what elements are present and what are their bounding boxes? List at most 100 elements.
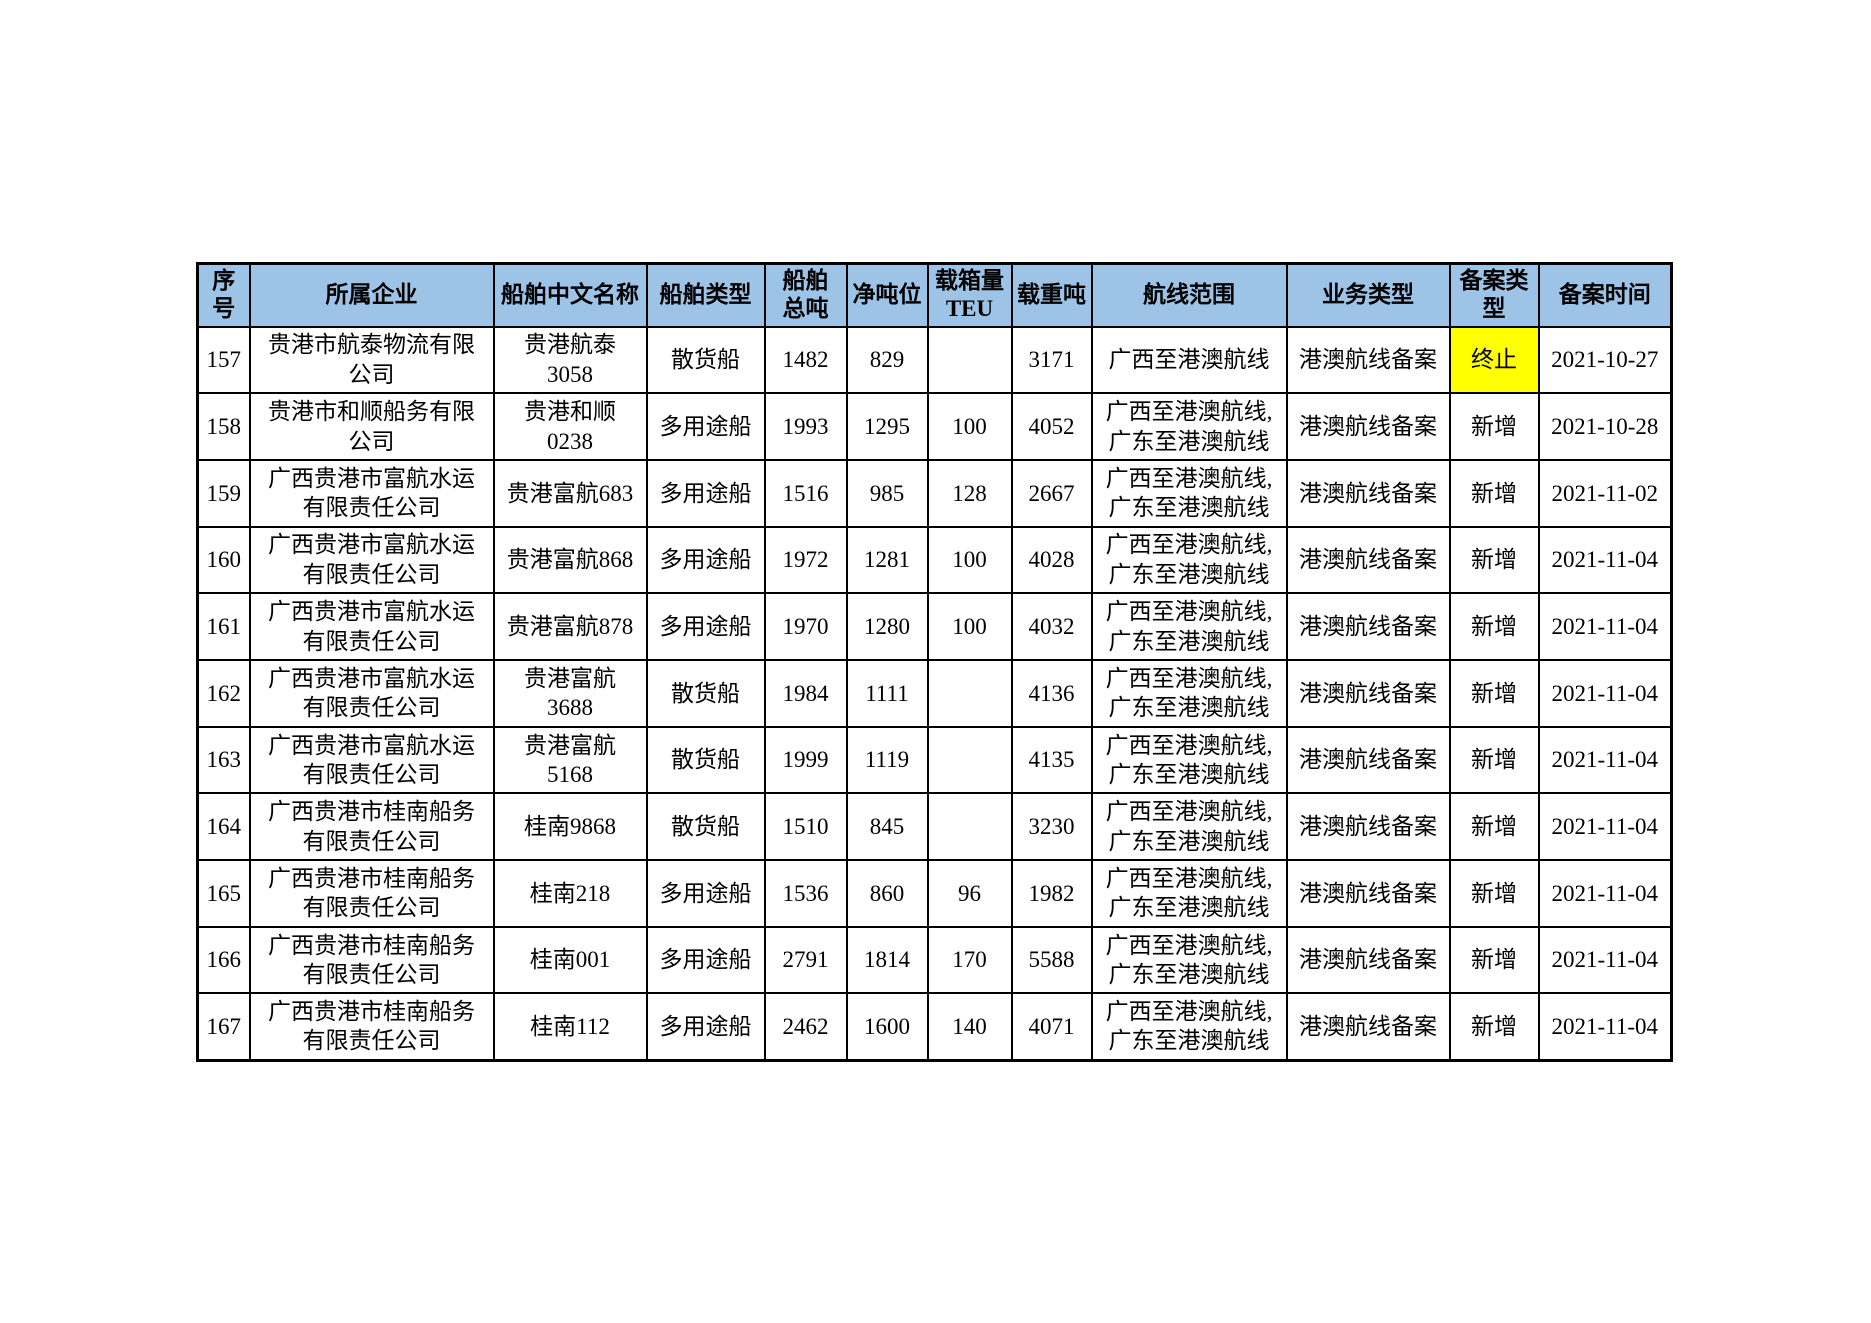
cell-route: 广西至港澳航线, 广东至港澳航线	[1090, 859, 1288, 928]
cell-record_type: 新增	[1448, 592, 1540, 661]
cell-ship_name: 桂南112	[492, 992, 648, 1062]
cell-route: 广西至港澳航线, 广东至港澳航线	[1090, 925, 1288, 995]
cell-net_tonnage: 1814	[845, 925, 929, 995]
cell-teu	[926, 725, 1013, 795]
cell-dwt: 2667	[1010, 458, 1093, 528]
cell-seq: 163	[196, 725, 251, 795]
cell-record_date: 2021-11-04	[1537, 992, 1673, 1062]
cell-ship_type: 散货船	[645, 792, 766, 861]
cell-ship_type: 多用途船	[645, 925, 766, 995]
cell-dwt: 4032	[1010, 592, 1093, 661]
cell-route: 广西至港澳航线	[1090, 325, 1288, 395]
cell-route: 广西至港澳航线, 广东至港澳航线	[1090, 792, 1288, 861]
cell-gross_tonnage: 2791	[763, 925, 848, 995]
cell-company: 广西贵港市桂南船务 有限责任公司	[248, 859, 495, 928]
table-header: 序号 所属企业 船舶中文名称 船舶类型 船舶 总吨 净吨位 载箱量 TEU 载重吨 航线范围 业务…	[196, 262, 1673, 328]
cell-record_date: 2021-11-04	[1537, 525, 1673, 595]
cell-teu: 170	[926, 925, 1013, 995]
cell-route: 广西至港澳航线, 广东至港澳航线	[1090, 525, 1288, 595]
table-row: 167 广西贵港市桂南船务 有限责任公司 桂南112 多用途船 2462 1600 140 4…	[196, 992, 1673, 1062]
cell-company: 广西贵港市富航水运 有限责任公司	[248, 592, 495, 661]
table-row: 163 广西贵港市富航水运 有限责任公司 贵港富航 5168 散货船 1999 1119 4…	[196, 725, 1673, 795]
cell-gross_tonnage: 2462	[763, 992, 848, 1062]
cell-dwt: 3171	[1010, 325, 1093, 395]
column-header-ship_type: 船舶类型	[645, 262, 766, 328]
cell-business_type: 港澳航线备案	[1285, 992, 1451, 1062]
cell-seq: 160	[196, 525, 251, 595]
cell-record_date: 2021-10-27	[1537, 325, 1673, 395]
cell-net_tonnage: 1281	[845, 525, 929, 595]
cell-record_date: 2021-11-04	[1537, 725, 1673, 795]
cell-seq: 165	[196, 859, 251, 928]
cell-record_type: 新增	[1448, 458, 1540, 528]
column-header-record_date: 备案时间	[1537, 262, 1673, 328]
cell-record_date: 2021-11-04	[1537, 658, 1673, 728]
cell-company: 广西贵港市富航水运 有限责任公司	[248, 525, 495, 595]
cell-teu: 100	[926, 592, 1013, 661]
table-body: 157 贵港市航泰物流有限 公司 贵港航泰 3058 散货船 1482 829 3171 广西…	[196, 325, 1673, 1062]
column-header-route: 航线范围	[1090, 262, 1288, 328]
column-header-gross_tonnage: 船舶 总吨	[763, 262, 848, 328]
column-header-ship_name: 船舶中文名称	[492, 262, 648, 328]
cell-dwt: 4052	[1010, 392, 1093, 461]
cell-ship_name: 贵港富航878	[492, 592, 648, 661]
column-header-company: 所属企业	[248, 262, 495, 328]
table-row: 161 广西贵港市富航水运 有限责任公司 贵港富航878 多用途船 1970 1280 10…	[196, 592, 1673, 661]
column-header-business_type: 业务类型	[1285, 262, 1451, 328]
cell-ship_name: 贵港富航 5168	[492, 725, 648, 795]
cell-gross_tonnage: 1482	[763, 325, 848, 395]
cell-record_type: 新增	[1448, 725, 1540, 795]
cell-gross_tonnage: 1972	[763, 525, 848, 595]
cell-record_date: 2021-11-04	[1537, 792, 1673, 861]
cell-record_type: 新增	[1448, 792, 1540, 861]
cell-company: 广西贵港市桂南船务 有限责任公司	[248, 792, 495, 861]
cell-business_type: 港澳航线备案	[1285, 792, 1451, 861]
cell-ship_type: 散货船	[645, 658, 766, 728]
cell-dwt: 1982	[1010, 859, 1093, 928]
cell-seq: 162	[196, 658, 251, 728]
cell-net_tonnage: 845	[845, 792, 929, 861]
cell-company: 贵港市航泰物流有限 公司	[248, 325, 495, 395]
cell-net_tonnage: 1111	[845, 658, 929, 728]
cell-seq: 159	[196, 458, 251, 528]
cell-gross_tonnage: 1510	[763, 792, 848, 861]
cell-ship_name: 贵港富航683	[492, 458, 648, 528]
cell-gross_tonnage: 1970	[763, 592, 848, 661]
cell-seq: 167	[196, 992, 251, 1062]
cell-seq: 157	[196, 325, 251, 395]
cell-business_type: 港澳航线备案	[1285, 925, 1451, 995]
cell-net_tonnage: 1600	[845, 992, 929, 1062]
table-row: 164 广西贵港市桂南船务 有限责任公司 桂南9868 散货船 1510 845 3230 广…	[196, 792, 1673, 861]
cell-route: 广西至港澳航线, 广东至港澳航线	[1090, 658, 1288, 728]
cell-business_type: 港澳航线备案	[1285, 525, 1451, 595]
cell-teu	[926, 792, 1013, 861]
cell-dwt: 4135	[1010, 725, 1093, 795]
cell-business_type: 港澳航线备案	[1285, 458, 1451, 528]
cell-seq: 164	[196, 792, 251, 861]
cell-teu	[926, 325, 1013, 395]
cell-dwt: 4136	[1010, 658, 1093, 728]
cell-seq: 161	[196, 592, 251, 661]
cell-company: 广西贵港市桂南船务 有限责任公司	[248, 925, 495, 995]
table-row: 162 广西贵港市富航水运 有限责任公司 贵港富航 3688 散货船 1984 1111 4…	[196, 658, 1673, 728]
cell-ship_type: 多用途船	[645, 525, 766, 595]
cell-record_type: 新增	[1448, 992, 1540, 1062]
cell-record_date: 2021-11-04	[1537, 925, 1673, 995]
cell-dwt: 4071	[1010, 992, 1093, 1062]
cell-teu	[926, 658, 1013, 728]
cell-gross_tonnage: 1516	[763, 458, 848, 528]
cell-business_type: 港澳航线备案	[1285, 658, 1451, 728]
table-row: 159 广西贵港市富航水运 有限责任公司 贵港富航683 多用途船 1516 985 128…	[196, 458, 1673, 528]
cell-business_type: 港澳航线备案	[1285, 325, 1451, 395]
cell-route: 广西至港澳航线, 广东至港澳航线	[1090, 392, 1288, 461]
cell-gross_tonnage: 1999	[763, 725, 848, 795]
cell-ship_type: 多用途船	[645, 992, 766, 1062]
cell-business_type: 港澳航线备案	[1285, 859, 1451, 928]
table-row: 158 贵港市和顺船务有限 公司 贵港和顺 0238 多用途船 1993 1295 100 4…	[196, 392, 1673, 461]
cell-gross_tonnage: 1536	[763, 859, 848, 928]
cell-net_tonnage: 985	[845, 458, 929, 528]
cell-net_tonnage: 829	[845, 325, 929, 395]
cell-teu: 100	[926, 525, 1013, 595]
cell-ship_type: 多用途船	[645, 458, 766, 528]
cell-company: 广西贵港市富航水运 有限责任公司	[248, 658, 495, 728]
